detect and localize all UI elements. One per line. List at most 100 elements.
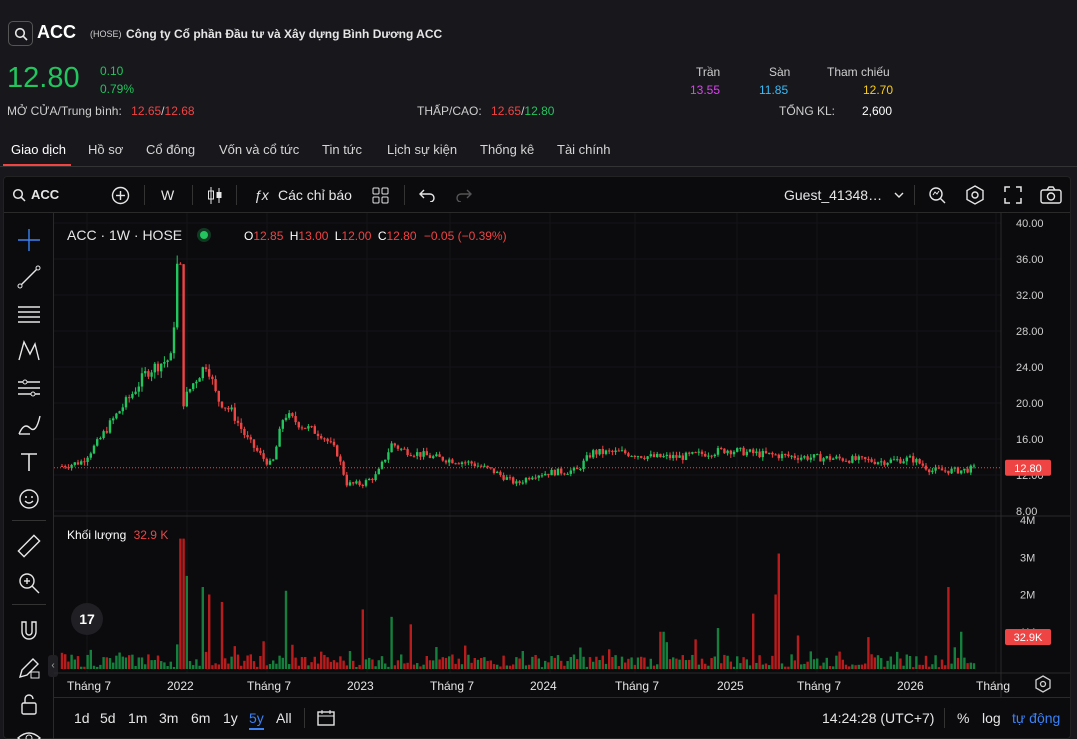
auto-scale-toggle[interactable]: tự động [1012,710,1061,726]
volume-bar [758,655,761,669]
tab-events[interactable]: Lịch sự kiện [387,142,458,157]
indicators-button[interactable]: Các chỉ báo [278,187,352,203]
crosshair-icon[interactable] [16,227,42,253]
candle-body [304,427,307,429]
range-1y[interactable]: 1y [223,710,238,726]
fx-icon[interactable]: ƒx [254,187,269,203]
candle-body [131,393,134,398]
pattern-icon[interactable] [16,338,42,364]
date-range-icon[interactable] [316,709,336,727]
tab-shareholders[interactable]: Cổ đông [146,142,196,157]
tab-trading[interactable]: Giao dịch [11,142,66,157]
volume-bar [960,631,963,669]
candle-body [896,459,899,461]
forecast-icon[interactable] [16,375,42,401]
candle-body [739,447,742,449]
candle-body [179,263,182,265]
volume-bar [844,664,848,669]
lock-icon[interactable] [16,691,42,717]
volume-bar [166,666,169,669]
emoji-icon[interactable] [16,486,42,512]
volume-bar [531,656,534,669]
candle-body [387,452,390,460]
volume-bar [499,666,502,669]
interval-button[interactable]: W [161,187,175,203]
camera-icon[interactable] [1040,186,1062,204]
user-menu[interactable]: Guest_41348… [784,187,883,203]
trendline-icon[interactable] [16,264,42,290]
clock[interactable]: 14:24:28 (UTC+7) [822,710,935,726]
price-chart[interactable]: 40.00 36.00 32.00 28.00 24.00 20.00 16.00 12.00… [54,213,1070,697]
collapse-toolbar-button[interactable]: ‹ [48,655,58,677]
range-5d[interactable]: 5d [100,710,116,726]
volume-bar [886,660,889,669]
percent-toggle[interactable]: % [957,710,970,726]
candle-body [307,426,310,429]
chevron-down-icon[interactable] [894,191,904,199]
fullscreen-icon[interactable] [1004,186,1022,204]
search-icon[interactable] [12,188,26,202]
volume-bar [668,659,672,669]
redo-icon[interactable] [456,188,472,202]
candle-body [649,454,652,457]
volume-bar [345,665,348,669]
text-icon[interactable] [16,449,42,475]
candle-body [688,452,691,454]
price-tick-label: 32.00 [1016,290,1044,302]
undo-icon[interactable] [419,188,435,202]
magnet-icon[interactable] [16,618,42,644]
ruler-icon[interactable] [16,533,42,559]
candle-body [931,470,934,473]
brush-icon[interactable] [16,412,42,438]
symbol-search[interactable]: ACC [31,187,60,202]
candle-body [729,450,732,455]
search-button[interactable] [8,21,33,46]
volume-bar [332,660,336,669]
volume-bar [124,657,128,669]
add-icon[interactable] [111,186,130,205]
candle-body [624,450,627,454]
range-all[interactable]: All [276,710,292,726]
volume-bar [278,655,281,669]
tab-news[interactable]: Tin tức [322,142,363,157]
candle-body [697,451,700,453]
tab-financials[interactable]: Tài chính [557,142,611,157]
volume-bar [931,664,934,669]
candle-body [371,478,374,481]
volume-bar [67,661,70,669]
volume-bar [467,654,470,669]
layout-icon[interactable] [372,187,389,204]
fib-icon[interactable] [16,301,42,327]
alert-icon[interactable] [927,185,947,205]
tab-capital-dividend[interactable]: Vốn và cổ tức [219,142,300,157]
volume-bar [742,657,745,669]
volume-bar [252,661,256,669]
candle-body [489,467,492,469]
volume-bar [924,655,928,669]
candle-body [454,463,457,465]
range-5y[interactable]: 5y [249,710,264,730]
volume-bar [281,657,284,669]
lock-draw-icon[interactable] [16,655,42,681]
range-1m[interactable]: 1m [128,710,148,726]
candle-body [329,441,332,443]
volume-bar [483,657,486,669]
range-3m[interactable]: 3m [159,710,179,726]
eye-icon[interactable] [16,725,42,739]
tab-statistics[interactable]: Thống kê [480,142,535,157]
last-volume-tag-text: 32.9K [1014,632,1043,644]
price-tick-label: 16.00 [1016,434,1044,446]
volume-bar [83,666,86,669]
tab-profile[interactable]: Hồ sơ [88,142,124,157]
candle-body [521,482,524,484]
candle-body [483,465,486,467]
candles-icon[interactable] [207,186,223,205]
range-1d[interactable]: 1d [74,710,90,726]
candle-body [124,397,128,408]
candle-body [345,474,348,486]
range-6m[interactable]: 6m [191,710,211,726]
candle-body [563,473,566,475]
log-toggle[interactable]: log [982,710,1001,726]
settings-icon[interactable] [965,185,985,205]
zoom-icon[interactable] [16,570,42,596]
